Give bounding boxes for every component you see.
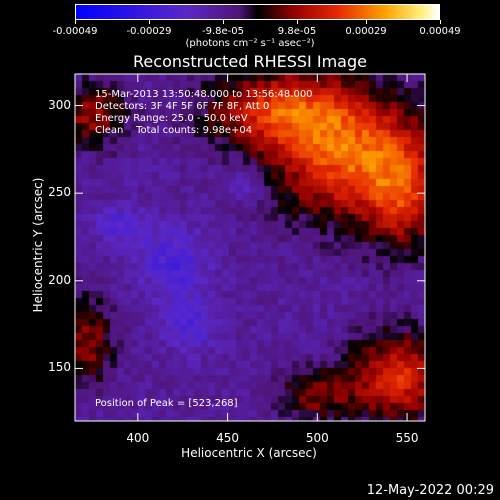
annotation-detectors: Detectors: 3F 4F 5F 6F 7F 8F, Att 0 xyxy=(95,101,270,112)
annotation-energy: Energy Range: 25.0 - 50.0 keV xyxy=(95,113,248,124)
y-tick-label: 250 xyxy=(48,185,71,200)
annotation-time-range: 15-Mar-2013 13:50:48.000 to 13:56:48.000 xyxy=(95,89,313,100)
colorbar-tick-label: 0.00049 xyxy=(419,26,461,37)
y-tick-label: 200 xyxy=(48,272,71,287)
heatmap-image xyxy=(75,74,425,421)
x-tick-label: 550 xyxy=(395,431,419,445)
annotation-peak: Position of Peak = [523,268] xyxy=(95,398,238,409)
colorbar-tick-mark xyxy=(75,20,76,24)
timestamp: 12-May-2022 00:29 xyxy=(366,483,494,498)
colorbar xyxy=(75,4,440,20)
colorbar-tick-mark xyxy=(149,20,150,24)
x-tick-label: 500 xyxy=(305,431,329,445)
chart-title: Reconstructed RHESSI Image xyxy=(133,52,367,71)
annotation-clean: Clean Total counts: 9.98e+04 xyxy=(95,125,253,136)
colorbar-tick-label: -0.00029 xyxy=(126,26,172,37)
colorbar-tick-label: 0.00029 xyxy=(345,26,387,37)
plot-frame xyxy=(74,73,426,422)
colorbar-tick-label: -9.8e-05 xyxy=(202,26,244,37)
colorbar-tick-mark xyxy=(223,20,224,24)
colorbar-units: (photons cm⁻² s⁻¹ asec⁻²) xyxy=(185,38,315,49)
x-tick-label: 450 xyxy=(216,431,240,445)
x-tick-label: 400 xyxy=(126,431,150,445)
colorbar-tick-label: -0.00049 xyxy=(52,26,98,37)
y-tick-label: 300 xyxy=(48,97,71,112)
colorbar-tick-mark xyxy=(366,20,367,24)
colorbar-tick-label: 9.8e-05 xyxy=(277,26,317,37)
y-tick-label: 150 xyxy=(48,360,71,375)
y-axis-label: Heliocentric Y (arcsec) xyxy=(31,177,45,313)
x-axis-label: Heliocentric X (arcsec) xyxy=(181,446,317,460)
colorbar-tick-mark xyxy=(440,20,441,24)
colorbar-tick-mark xyxy=(297,20,298,24)
